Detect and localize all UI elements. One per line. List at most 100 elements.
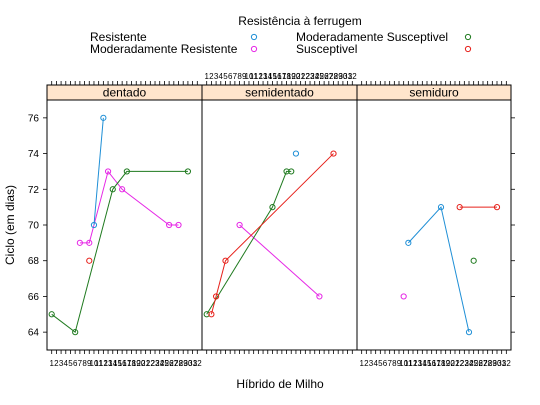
x-tick-label-18: 18	[437, 359, 446, 368]
strip-label-semiduro: semiduro	[409, 86, 459, 100]
point-moderadamente-resistente-10	[400, 293, 407, 300]
x-tick-label-26: 26	[474, 359, 483, 368]
legend-marker-susceptivel	[464, 45, 472, 53]
x-tick-label-6: 6	[383, 359, 388, 368]
x-tick-label-27: 27	[169, 359, 178, 368]
x-tick-label-19: 19	[132, 359, 141, 368]
series-moderadamente-resistente-semidentado	[236, 221, 323, 300]
series-moderadamente-resistente-semiduro	[400, 293, 407, 300]
y-axis-right	[511, 117, 515, 333]
x-tick-label-14: 14	[108, 359, 117, 368]
legend-title: Resistência à ferrugem	[238, 14, 361, 28]
x-tick-label-10: 10	[90, 359, 99, 368]
y-tick-label-74: 74	[28, 149, 40, 160]
legend-marker-resistente	[250, 33, 258, 41]
x-tick-label-10: 10	[399, 359, 408, 368]
series-line-susceptivel	[210, 153, 334, 315]
x-tick-label-18: 18	[282, 72, 291, 81]
x-tick-label-3: 3	[214, 72, 219, 81]
series-line-moderadamente-resistente	[79, 170, 179, 244]
x-tick-label-14: 14	[263, 72, 272, 81]
x-tick-label-1: 1	[49, 359, 54, 368]
x-axis-semiduro: 1 2 3 4 5 6 7 8 91011121314151617181920212223242…	[359, 81, 511, 368]
x-tick-label-12: 12	[99, 359, 108, 368]
point-moderadamente-resistente-25	[316, 293, 323, 300]
series-line-resistente	[407, 206, 470, 333]
point-moderadamente-resistente-26	[166, 221, 173, 229]
x-tick-label-25: 25	[160, 359, 169, 368]
point-moderadamente-susceptivel-18	[283, 168, 290, 175]
x-tick-label-32: 32	[348, 72, 357, 81]
x-tick-label-17: 17	[277, 72, 286, 81]
x-tick-label-3: 3	[369, 359, 374, 368]
x-tick-label-16: 16	[118, 359, 127, 368]
plot-frame-dentado	[46, 99, 203, 351]
x-tick-label-16: 16	[273, 72, 282, 81]
series-moderadamente-susceptivel-dentado	[48, 168, 192, 336]
x-axis-dentado: 1 2 3 4 5 6 7 8 91011121314151617181920212223242…	[49, 81, 202, 368]
x-tick-label-32: 32	[502, 359, 511, 368]
point-resistente-20	[292, 150, 300, 157]
point-resistente-11	[405, 239, 412, 246]
point-susceptivel-22	[456, 204, 463, 211]
point-moderadamente-susceptivel-15	[269, 204, 276, 211]
x-tick-label-20: 20	[291, 72, 300, 81]
x-tick-label-13: 13	[259, 72, 268, 81]
x-tick-label-22: 22	[146, 359, 155, 368]
y-tick-label-76: 76	[28, 113, 40, 124]
x-tick-label-22: 22	[301, 72, 310, 81]
x-tick-label-28: 28	[174, 359, 183, 368]
x-tick-label-21: 21	[451, 359, 460, 368]
point-resistente-12	[100, 114, 107, 121]
x-tick-label-9: 9	[87, 359, 92, 368]
x-tick-label-12: 12	[409, 359, 418, 368]
y-tick-label-68: 68	[28, 256, 40, 267]
point-moderadamente-susceptivel-1	[203, 311, 210, 318]
x-tick-label-7: 7	[387, 359, 392, 368]
y-tick-label-72: 72	[28, 185, 40, 196]
x-tick-label-9: 9	[242, 72, 247, 81]
x-tick-label-1: 1	[204, 72, 209, 81]
x-tick-label-30: 30	[493, 359, 502, 368]
point-moderadamente-susceptivel-14	[109, 186, 116, 193]
series-line-resistente	[93, 117, 104, 226]
x-tick-label-29: 29	[488, 359, 497, 368]
x-tick-label-30: 30	[338, 72, 347, 81]
x-tick-label-10: 10	[245, 72, 254, 81]
point-moderadamente-resistente-13	[104, 168, 112, 175]
x-tick-label-25: 25	[469, 359, 478, 368]
legend-label-susceptivel: Susceptivel	[296, 42, 357, 56]
x-tick-label-21: 21	[141, 359, 150, 368]
point-moderadamente-susceptivel-19	[288, 168, 295, 175]
point-susceptivel-5	[222, 257, 229, 264]
series-line-moderadamente-susceptivel	[206, 170, 292, 315]
x-tick-label-28: 28	[483, 359, 492, 368]
point-moderadamente-susceptivel-25	[470, 257, 477, 264]
y-axis-label: Ciclo (em dias)	[3, 185, 17, 265]
x-tick-label-8: 8	[237, 72, 242, 81]
x-tick-label-30: 30	[183, 359, 192, 368]
x-tick-label-6: 6	[73, 359, 78, 368]
x-tick-label-27: 27	[479, 359, 488, 368]
x-tick-label-11: 11	[95, 359, 104, 368]
x-tick-label-29: 29	[334, 72, 343, 81]
x-tick-label-19: 19	[287, 72, 296, 81]
x-tick-label-28: 28	[329, 72, 338, 81]
series-moderadamente-susceptivel-semiduro	[470, 257, 477, 264]
point-resistente-18	[437, 204, 445, 211]
x-tick-label-18: 18	[127, 359, 136, 368]
point-moderadamente-resistente-28	[175, 221, 182, 229]
x-tick-label-11: 11	[250, 72, 259, 81]
x-tick-label-17: 17	[432, 359, 441, 368]
series-susceptivel-dentado	[86, 257, 93, 264]
x-tick-label-13: 13	[413, 359, 422, 368]
series-resistente-dentado	[90, 114, 107, 229]
point-susceptivel-9	[86, 257, 93, 264]
series-resistente-semidentado	[292, 150, 300, 157]
legend: Resistência à ferrugem Resistente Moderad…	[90, 14, 472, 56]
y-axis: 64 66 68 70 72 74 76	[28, 113, 47, 339]
x-tick-label-5: 5	[68, 359, 73, 368]
legend-label-resistente: Resistente	[90, 30, 147, 44]
